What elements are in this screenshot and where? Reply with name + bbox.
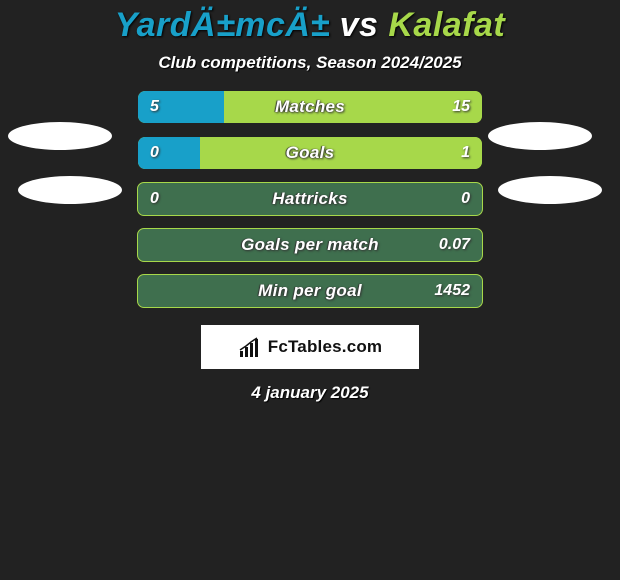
stat-row: 5 Matches 15 [0,91,620,123]
stat-bar: 5 Matches 15 [138,91,482,123]
stat-label: Matches [138,91,482,123]
comparison-card: YardÄ±mcÄ± vs Kalafat Club competitions,… [0,0,620,580]
stat-value-right: 0.07 [439,229,470,261]
date-label: 4 january 2025 [251,383,368,403]
page-title: YardÄ±mcÄ± vs Kalafat [115,6,506,45]
stat-bar: Goals per match 0.07 [137,228,483,262]
stat-value-right: 1 [461,137,470,169]
source-logo-text: FcTables.com [268,337,383,357]
stat-bar: 0 Hattricks 0 [137,182,483,216]
title-mid: vs [340,6,379,44]
stat-value-right: 15 [452,91,470,123]
subtitle: Club competitions, Season 2024/2025 [158,53,461,73]
stat-bar: Min per goal 1452 [137,274,483,308]
stat-row: 0 Hattricks 0 [0,183,620,215]
stat-label: Hattricks [138,183,482,215]
title-right: Kalafat [388,6,505,44]
title-left: YardÄ±mcÄ± [115,6,330,44]
stat-bar: 0 Goals 1 [138,137,482,169]
stat-value-right: 0 [461,183,470,215]
bars-icon [238,337,264,357]
stat-value-right: 1452 [434,275,470,307]
stat-row: 0 Goals 1 [0,137,620,169]
source-logo: FcTables.com [201,325,419,369]
stat-label: Min per goal [138,275,482,307]
stat-row: Min per goal 1452 [0,275,620,307]
stat-label: Goals [138,137,482,169]
stat-label: Goals per match [138,229,482,261]
stat-row: Goals per match 0.07 [0,229,620,261]
